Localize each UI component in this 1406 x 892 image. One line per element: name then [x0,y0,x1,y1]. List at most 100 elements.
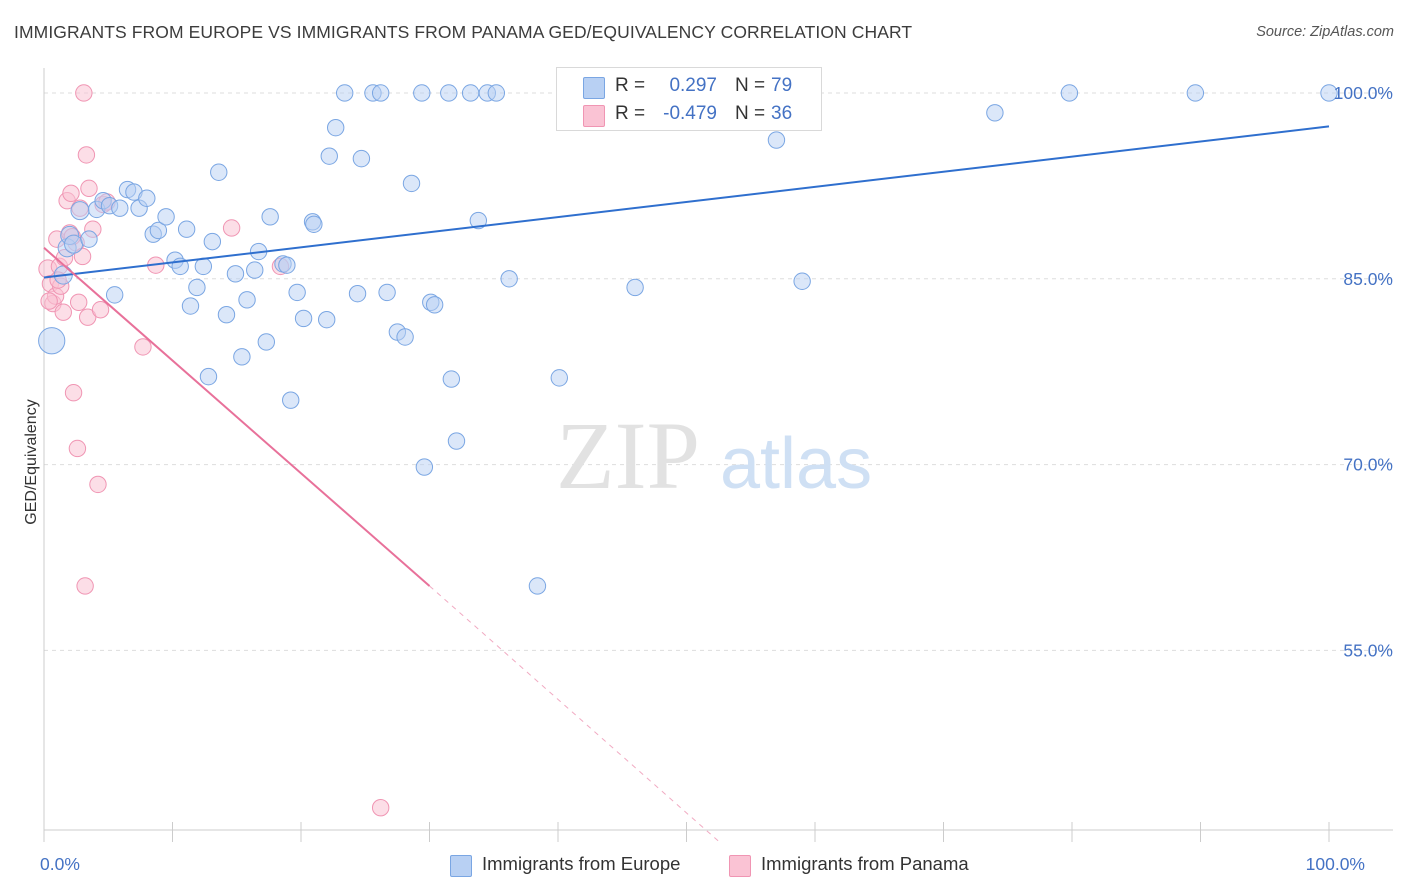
europe-r-label: R = [615,75,646,96]
x-tick-label: 0.0% [40,854,80,874]
europe-legend-label: Immigrants from Europe [482,853,681,874]
europe-point [203,232,222,251]
europe-point [194,257,213,276]
panama-point [371,799,390,817]
panama-point [77,146,96,164]
europe-point [238,291,256,309]
europe-r-value: 0.297 [669,75,717,96]
europe-point [500,270,518,288]
panama-legend-swatch [729,855,751,877]
panama-point [40,292,58,310]
europe-point [138,189,156,207]
panama-point [64,384,83,402]
europe-point [626,278,644,297]
panama-point [68,439,87,458]
europe-point [461,84,480,102]
europe-point [469,211,488,230]
europe-point [188,278,206,297]
europe-point [177,220,196,238]
panama-n-value: 36 [771,103,793,124]
correlation-legend: R = 0.297 N = 79 R = -0.479 N = 36 [556,67,822,131]
europe-point [111,199,129,217]
europe-point [64,234,84,254]
panama-point [75,84,93,102]
legend-row-panama: R = -0.479 N = 36 [557,101,821,129]
y-tick-label: 55.0% [1343,640,1393,660]
europe-point [425,296,444,314]
europe-point [1320,84,1338,102]
europe-point [181,297,200,315]
panama-points [38,84,390,817]
watermark-zip: ZIP [556,402,700,509]
europe-point [348,284,367,303]
europe-point [440,84,458,102]
europe-point [70,201,90,221]
europe-point [352,149,371,168]
europe-point [487,84,506,102]
europe-point [217,305,236,324]
europe-point [38,327,66,355]
europe-point [199,367,218,386]
europe-point [1186,84,1205,102]
source-label: Source: ZipAtlas.com [1256,24,1394,40]
panama-swatch [583,105,605,127]
europe-point [157,208,175,226]
europe-n-label: N = [735,75,766,96]
panama-n-label: N = [735,103,766,124]
panama-point [78,308,97,326]
panama-point [91,301,110,319]
europe-point [282,391,300,409]
europe-point [149,221,168,240]
panama-point [73,247,92,266]
europe-point [294,309,313,328]
tick-labels: 100.0% 85.0% 70.0% 55.0% 0.0% 100.0% [40,83,1393,874]
europe-points [38,84,1338,595]
europe-n-value: 79 [771,75,793,96]
europe-point [226,265,245,283]
panama-point [80,179,98,198]
europe-legend-swatch [450,855,472,877]
y-axis-label: GED/Equivalency [23,399,40,524]
europe-point [447,432,466,450]
legend-row-europe: R = 0.297 N = 79 [557,73,821,101]
panama-trend-extension [429,585,721,843]
europe-trend-line [43,125,1330,279]
panama-point [69,293,88,312]
watermark: ZIP atlas [556,402,872,509]
watermark-atlas: atlas [720,424,872,504]
panama-r-label: R = [615,103,646,124]
y-tick-label: 70.0% [1343,455,1393,475]
panama-r-value: -0.479 [663,103,717,124]
europe-point [396,328,414,346]
europe-point [767,131,786,149]
x-tick-label: 100.0% [1306,854,1365,874]
europe-point [257,333,276,351]
panama-legend-label: Immigrants from Panama [761,853,969,874]
y-tick-label: 100.0% [1334,83,1393,103]
europe-point [793,272,811,290]
panama-point [134,338,152,356]
europe-point [528,577,547,595]
europe-point [335,84,354,102]
europe-point [413,84,431,102]
europe-point [326,118,345,137]
europe-point [1060,84,1079,102]
europe-point [278,256,296,274]
panama-trend-line [43,247,431,587]
europe-point [550,369,568,387]
panama-point [76,577,94,595]
europe-swatch [583,77,605,99]
europe-point [402,174,421,193]
europe-point [371,84,390,102]
europe-point [378,283,396,302]
europe-point [305,215,323,233]
trend-lines [43,125,1330,843]
gridlines [44,92,1393,651]
europe-point [986,104,1004,122]
europe-point [261,208,279,226]
panama-point [222,219,241,237]
axes [43,68,1393,842]
europe-point [318,310,336,329]
europe-point [246,261,264,279]
